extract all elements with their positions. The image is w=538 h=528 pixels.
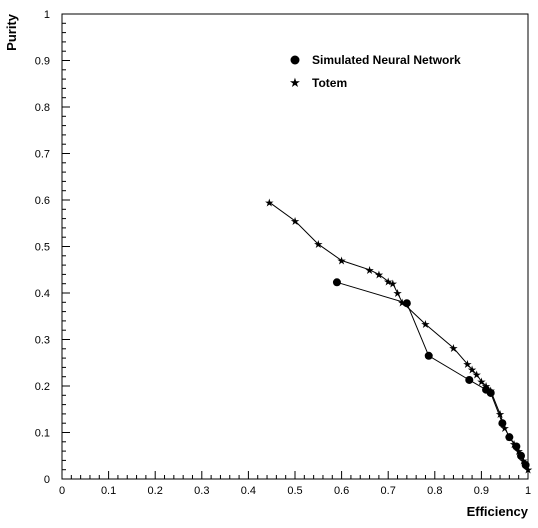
totem-point: ★ <box>514 445 524 458</box>
totem-point: ★ <box>523 464 533 477</box>
totem-point: ★ <box>313 238 323 251</box>
x-axis: 0 0.1 0.2 0.3 0.4 0.5 0.6 0.7 0.8 0.9 1 <box>59 471 531 497</box>
totem-point: ★ <box>421 318 431 331</box>
series-line-0 <box>336 281 527 466</box>
totem-point: ★ <box>449 342 459 355</box>
series-layer: ★★★★★ ★★★★★★★★★★★★★★★★★★★★ <box>264 196 533 476</box>
y-tick-label: 1 <box>44 9 50 21</box>
y-tick-label: 0.7 <box>35 149 50 161</box>
x-tick-label: 1 <box>525 485 531 497</box>
totem-point: ★ <box>374 268 384 281</box>
totem-point: ★ <box>397 296 407 309</box>
totem-point: ★ <box>393 287 403 300</box>
totem-point: ★ <box>504 431 514 444</box>
totem-point: ★ <box>383 275 393 288</box>
legend: Simulated Neural Network ★ Totem <box>289 53 461 91</box>
y-tick-label: 0.9 <box>35 56 50 68</box>
legend-star-marker: ★ <box>289 76 301 91</box>
y-tick-label: 0.6 <box>35 195 50 207</box>
totem-point: ★ <box>518 454 528 467</box>
x-tick-label: 0 <box>59 485 65 497</box>
legend-label-totem: Totem <box>312 76 347 90</box>
nn-point <box>498 419 507 428</box>
totem-point: ★ <box>500 422 510 435</box>
x-tick-label: 0.9 <box>474 485 489 497</box>
x-tick-label: 0.8 <box>427 485 442 497</box>
totem-point: ★ <box>337 254 347 267</box>
totem-point: ★ <box>476 375 486 388</box>
y-tick-label: 0.8 <box>35 102 50 114</box>
y-axis: 0 0.1 0.2 0.3 0.4 0.5 0.6 0.7 0.8 0.9 1 <box>35 9 70 486</box>
totem-point: ★ <box>264 196 274 209</box>
totem-point: ★ <box>481 380 491 393</box>
totem-point: ★ <box>462 358 472 371</box>
y-axis-label: Purity <box>4 13 19 51</box>
legend-label-neural-network: Simulated Neural Network <box>312 53 461 67</box>
nn-point <box>424 351 433 360</box>
x-tick-label: 0.6 <box>334 485 349 497</box>
totem-point: ★ <box>486 385 496 398</box>
x-tick-label: 0.2 <box>148 485 163 497</box>
x-tick-label: 0.1 <box>101 485 116 497</box>
y-tick-label: 0.3 <box>35 335 50 347</box>
totem-point: ★ <box>365 264 375 277</box>
x-tick-label: 0.4 <box>241 485 256 497</box>
y-tick-label: 0.4 <box>35 288 50 300</box>
x-tick-label: 0.5 <box>287 485 302 497</box>
x-tick-label: 0.3 <box>194 485 209 497</box>
y-tick-label: 0 <box>44 474 50 486</box>
nn-point <box>332 278 341 287</box>
x-axis-label: Efficiency <box>467 504 529 519</box>
x-tick-label: 0.7 <box>381 485 396 497</box>
totem-point: ★ <box>388 278 398 291</box>
y-tick-label: 0.2 <box>35 381 50 393</box>
series-line-1 <box>269 201 529 470</box>
totem-point: ★ <box>467 364 477 377</box>
y-tick-label: 0.1 <box>35 428 50 440</box>
y-tick-label: 0.5 <box>35 242 50 254</box>
nn-point <box>465 375 474 384</box>
totem-point: ★ <box>509 438 519 451</box>
totem-point: ★ <box>472 368 482 381</box>
totem-point: ★ <box>495 408 505 421</box>
totem-point: ★ <box>290 215 300 228</box>
legend-circle-marker <box>290 55 300 65</box>
